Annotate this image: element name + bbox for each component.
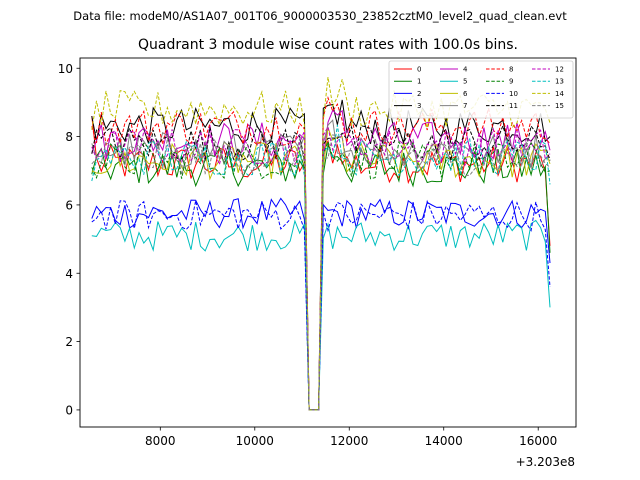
legend-label-1: 1 (417, 78, 421, 86)
x-tick-label: 8000 (145, 434, 176, 448)
legend-label-0: 0 (417, 66, 421, 74)
legend-label-9: 9 (509, 78, 513, 86)
legend-label-15: 15 (555, 102, 564, 110)
x-axis: 8000 10000 12000 14000 16000 (145, 427, 557, 448)
y-tick-label: 10 (58, 62, 73, 76)
y-axis: 0 2 4 6 8 10 (58, 62, 80, 417)
chart-title: Quadrant 3 module wise count rates with … (138, 37, 518, 53)
x-tick-label: 12000 (330, 434, 368, 448)
legend-label-8: 8 (509, 66, 513, 74)
figure-suptitle: Data file: modeM0/AS1A07_001T06_90000035… (73, 9, 567, 23)
plot-area (91, 77, 551, 411)
x-tick-label: 10000 (236, 434, 274, 448)
y-tick-label: 6 (65, 198, 73, 212)
series-line-15 (91, 134, 551, 411)
series-line-5 (91, 219, 551, 411)
legend-label-12: 12 (555, 66, 564, 74)
legend-label-4: 4 (463, 66, 468, 74)
legend-label-5: 5 (463, 78, 467, 86)
axes-frame (79, 57, 577, 428)
legend-label-3: 3 (417, 102, 421, 110)
legend-label-10: 10 (509, 90, 518, 98)
series-line-14 (91, 77, 551, 411)
x-tick-label: 14000 (425, 434, 463, 448)
legend-box (388, 60, 574, 119)
legend-label-2: 2 (417, 90, 421, 98)
legend-label-6: 6 (463, 90, 468, 98)
y-tick-label: 4 (65, 267, 73, 281)
legend-label-7: 7 (463, 102, 467, 110)
y-tick-label: 0 (65, 403, 73, 417)
y-tick-label: 2 (65, 335, 73, 349)
legend-label-13: 13 (555, 78, 564, 86)
x-tick-label: 16000 (519, 434, 557, 448)
x-offset-label: +3.203e8 (516, 455, 575, 469)
legend-label-14: 14 (555, 90, 564, 98)
y-tick-label: 8 (65, 130, 73, 144)
legend-label-11: 11 (509, 102, 518, 110)
